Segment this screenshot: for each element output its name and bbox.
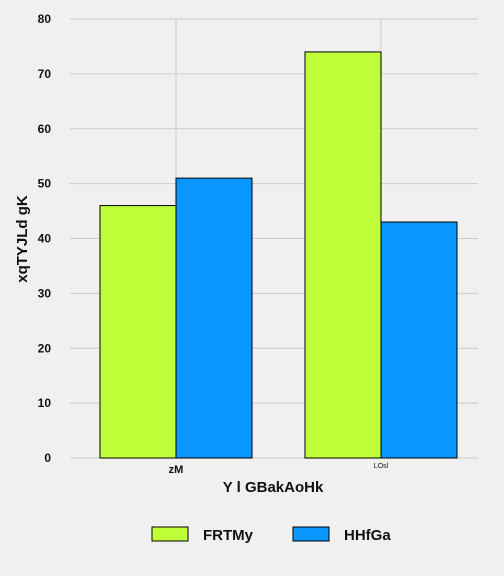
bar-HHfGa-LOsl	[380, 221, 458, 459]
y-tick-label: 70	[38, 67, 52, 81]
bar-FRTMy-LOsl	[304, 51, 382, 459]
bars	[99, 51, 458, 459]
x-tick-label: zM	[169, 464, 184, 476]
x-tick-label: LOsl	[374, 463, 389, 470]
legend-swatch	[292, 526, 330, 542]
x-axis-ticks: zM LOsl	[169, 463, 389, 476]
y-tick-label: 40	[38, 232, 52, 246]
y-axis-label: xqTYJLd gK	[14, 195, 31, 283]
legend-swatch	[151, 526, 189, 542]
bar-FRTMy-zM	[99, 205, 177, 459]
legend-label: FRTMy	[203, 527, 254, 544]
y-tick-label: 50	[38, 177, 52, 191]
y-tick-label: 10	[38, 396, 52, 410]
y-tick-label: 0	[44, 451, 51, 465]
y-tick-label: 30	[38, 286, 52, 300]
legend: FRTMy HHfGa	[151, 526, 391, 544]
y-tick-label: 80	[38, 12, 52, 26]
y-tick-label: 20	[38, 341, 52, 355]
bar-HHfGa-zM	[175, 177, 253, 459]
y-tick-label: 60	[38, 122, 52, 136]
legend-label: HHfGa	[344, 527, 391, 544]
x-axis-label: Y l GBakAoHk	[223, 479, 324, 496]
y-axis-ticks: 0 10 20 30 40 50 60 70 80	[38, 12, 52, 465]
